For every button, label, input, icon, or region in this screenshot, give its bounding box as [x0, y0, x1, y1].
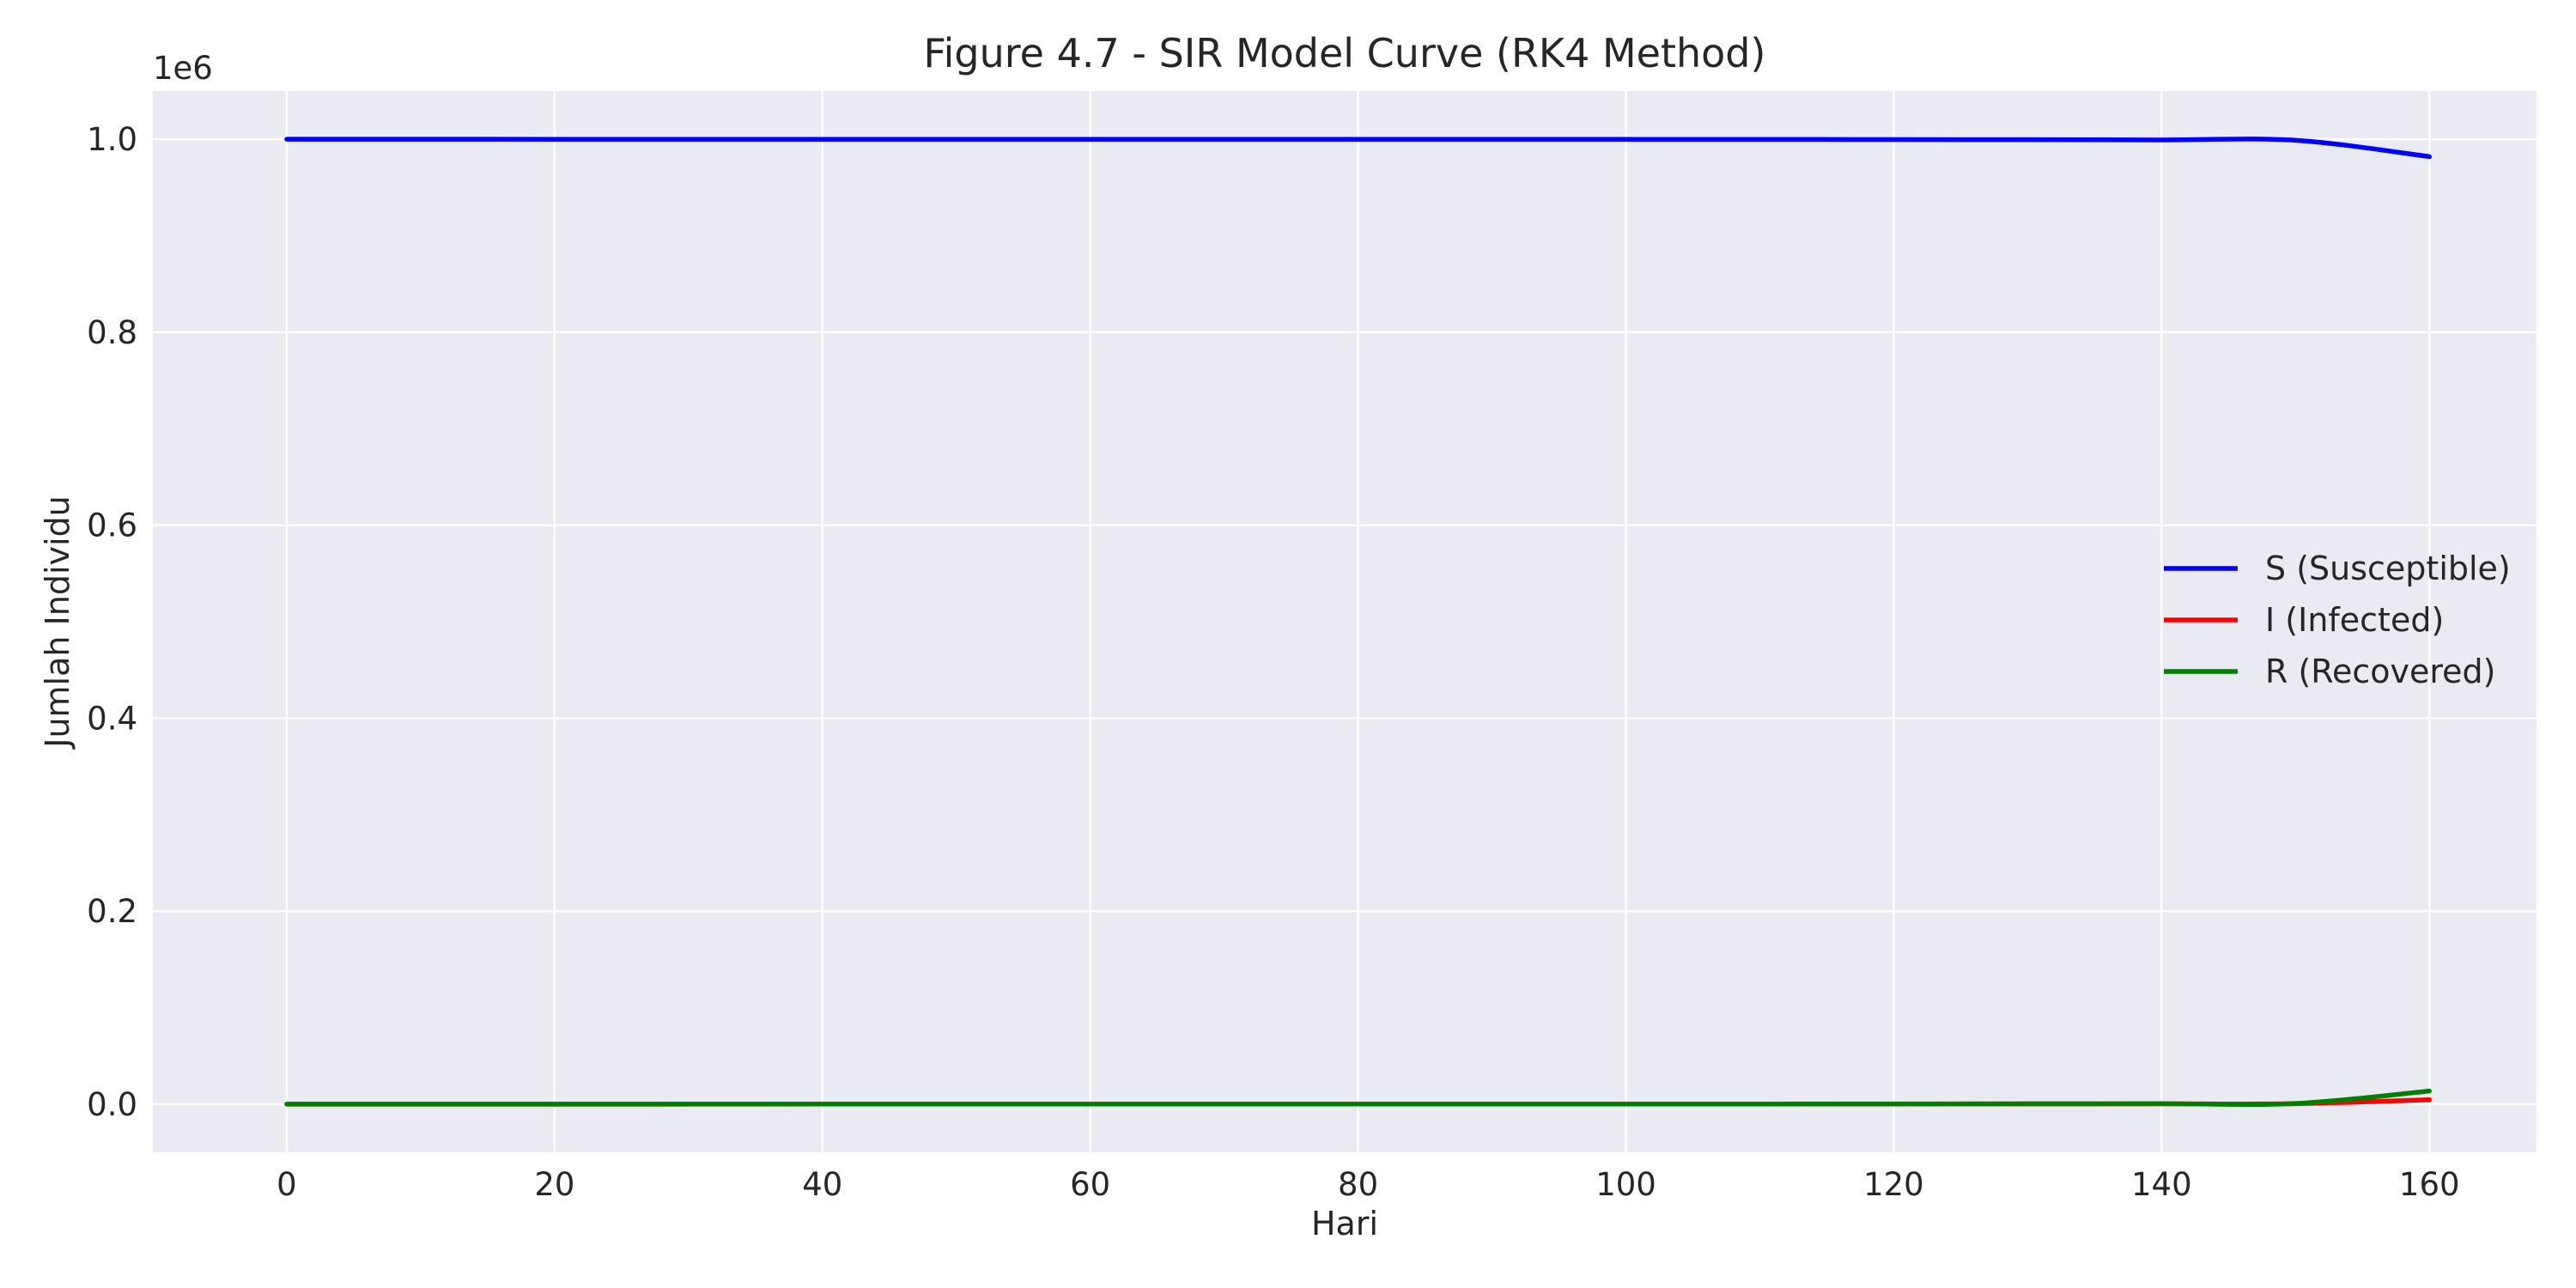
y-tick-label: 0.2	[87, 893, 137, 930]
x-tick-label: 40	[802, 1166, 842, 1203]
y-axis-label: Jumlah Individu	[39, 495, 76, 750]
series-line-susceptible	[284, 137, 2432, 160]
series-lines	[284, 137, 2432, 1107]
legend-label-recovered: R (Recovered)	[2265, 653, 2496, 690]
x-tick-label: 20	[534, 1166, 574, 1203]
y-tick-label: 0.6	[87, 507, 137, 544]
x-tick-label: 100	[1595, 1166, 1656, 1203]
x-tick-label: 160	[2399, 1166, 2460, 1203]
plot-area	[153, 91, 2537, 1152]
y-tick-label: 1.0	[87, 121, 137, 158]
x-tick-label: 120	[1863, 1166, 1924, 1203]
legend: S (Susceptible) I (Infected) R (Recovere…	[2164, 550, 2511, 690]
legend-label-infected: I (Infected)	[2265, 601, 2444, 639]
series-line-recovered	[284, 1088, 2432, 1107]
y-tick-label: 0.0	[87, 1086, 137, 1123]
chart-title: Figure 4.7 - SIR Model Curve (RK4 Method…	[924, 30, 1766, 76]
x-tick-label: 60	[1070, 1166, 1110, 1203]
legend-label-susceptible: S (Susceptible)	[2265, 550, 2511, 587]
x-tick-label: 0	[276, 1166, 297, 1203]
y-axis-offset-label: 1e6	[153, 50, 213, 87]
tick-labels: 0 20 40 60 80 100 120 140 160 0.0 0.2 0.4 0.6 0.8 1.0	[87, 121, 2459, 1203]
y-tick-label: 0.8	[87, 314, 137, 351]
x-tick-label: 140	[2131, 1166, 2192, 1203]
y-tick-label: 0.4	[87, 700, 137, 737]
x-axis-label: Hari	[1311, 1205, 1378, 1242]
x-tick-label: 80	[1338, 1166, 1378, 1203]
